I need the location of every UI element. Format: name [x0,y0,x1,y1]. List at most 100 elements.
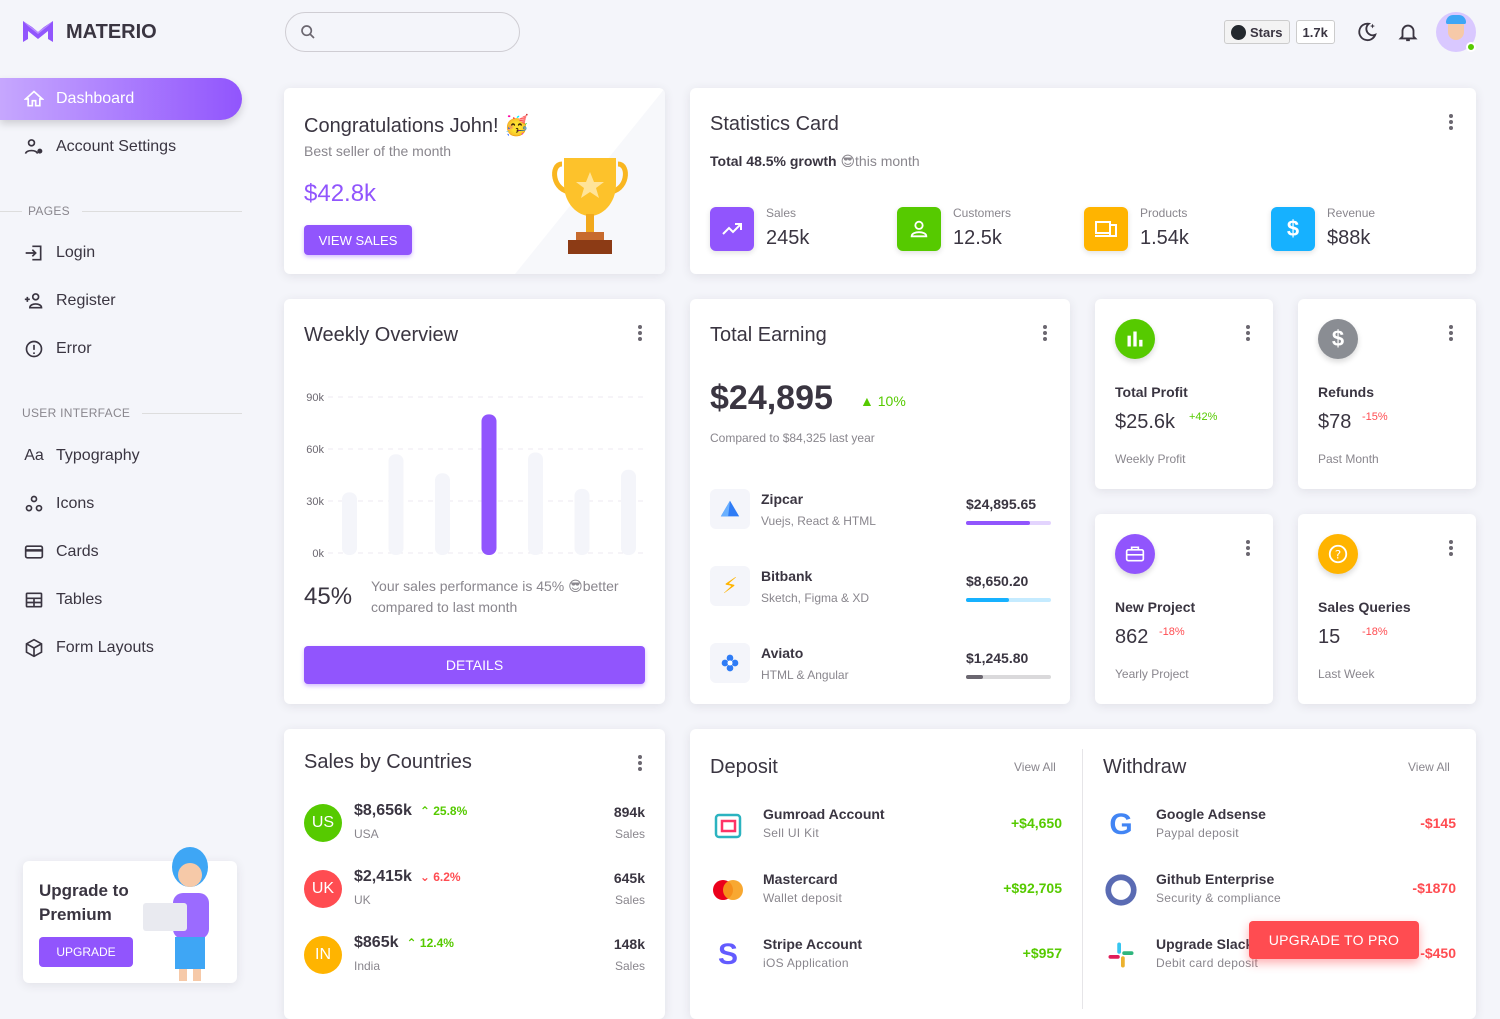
brand-logo[interactable]: MATERIO [22,20,157,44]
search-input[interactable] [285,12,520,52]
details-button[interactable]: DETAILS [304,646,645,684]
withdraw-row-name: Google Adsense [1156,806,1266,822]
google-circles-icon [24,494,44,514]
earning-item-sub: HTML & Angular [761,668,849,682]
sidebar-item-register[interactable]: Register [0,280,242,322]
upgrade-to-pro-button[interactable]: UPGRADE TO PRO [1249,921,1419,959]
stat-card-change: -15% [1362,411,1388,423]
sidebar-item-label: Tables [56,591,103,608]
congrats-subtitle: Best seller of the month [304,143,452,159]
stat-card-title: Refunds [1318,384,1374,400]
sidebar-item-login[interactable]: Login [0,232,242,274]
chevron-down-icon: ⌄ [419,870,430,884]
stat-label: Products [1140,206,1188,220]
stat-card-value: $78 [1318,411,1352,433]
country-sales-label: Sales [614,893,645,907]
github-stars-count[interactable]: 1.7k [1295,20,1335,44]
person-laptop-illustration [143,847,209,981]
poll-icon [1115,319,1155,359]
earning-item-name: Bitbank [761,568,813,584]
earning-change: ▲ 10% [860,393,906,409]
sales-by-countries-card: Sales by Countries US $8,656k ⌃ 25.8% USA… [284,729,665,1019]
stat-card-value: 15 [1318,626,1341,648]
deposit-row-amount: +$92,705 [1003,880,1062,896]
bar-3 [481,414,497,555]
country-avatar: US [304,804,342,842]
country-name: USA [354,827,379,841]
sidebar-item-label: Error [56,340,92,357]
weekly-overview-card: Weekly Overview 90k 60k 30k 0k 45% Your sal… [284,299,665,704]
earning-item-amount: $1,245.80 [966,650,1029,666]
stat-label: Customers [953,206,1012,220]
growth-bold: Total 48.5% growth [710,153,837,169]
more-options-icon[interactable] [1448,540,1454,558]
login-icon [24,243,44,263]
earning-item-sub: Vuejs, React & HTML [761,514,876,528]
section-user-interface: USER INTERFACE [0,406,242,420]
sidebar-item-typography[interactable]: Aa Typography [0,435,242,477]
stat-card-refunds: $ Refunds $78 -15% Past Month [1298,299,1476,489]
upgrade-button[interactable]: UPGRADE [39,937,133,967]
sidebar-item-dashboard[interactable]: Dashboard [0,78,242,120]
more-options-icon[interactable] [637,325,643,343]
more-options-icon[interactable] [637,755,643,773]
deposit-row-name: Stripe Account [763,936,863,952]
country-sales: 894k [613,804,645,820]
upgrade-title: Upgrade to Premium [39,881,129,924]
more-options-icon[interactable] [1448,114,1454,132]
congrats-title: Congratulations John! 🥳 [304,115,530,137]
sidebar-item-label: Form Layouts [56,639,154,656]
country-avatar: UK [304,870,342,908]
stripe-logo-icon: S [717,938,738,971]
zipcar-logo-icon [710,489,750,529]
progress-bar [966,521,1030,525]
theme-toggle-moon-icon[interactable] [1356,21,1378,43]
country-sales-label: Sales [614,959,645,973]
chevron-up-icon: ⌃ [419,804,430,818]
stat-value: 1.54k [1140,227,1189,249]
github-logo-icon [1103,872,1139,908]
more-options-icon[interactable] [1245,325,1251,343]
withdraw-view-all-link[interactable]: View All [1408,760,1450,774]
y-tick-label: 60k [306,444,324,456]
stat-card-sales-queries: ? Sales Queries 15 -18% Last Week [1298,514,1476,704]
home-icon [24,89,44,109]
stat-card-title: New Project [1115,599,1196,615]
withdraw-row-amount: -$450 [1420,945,1456,961]
avatar[interactable] [1436,12,1476,52]
github-stars-widget[interactable]: Stars 1.7k [1224,20,1335,44]
country-avatar: IN [304,936,342,974]
more-options-icon[interactable] [1042,325,1048,343]
sidebar-item-error[interactable]: Error [0,328,242,370]
deposit-withdraw-card: Deposit View All Withdraw View All Gumro… [690,729,1476,1019]
sidebar-item-account-settings[interactable]: Account Settings [0,126,242,168]
sidebar-item-icons[interactable]: Icons [0,483,242,525]
github-stars-button[interactable]: Stars [1224,20,1290,44]
stat-label: Sales [766,206,797,220]
deposit-view-all-link[interactable]: View All [1014,760,1056,774]
progress-bar [966,675,983,679]
search-icon [301,25,315,39]
notification-bell-icon[interactable] [1397,21,1419,43]
progress-bar [966,598,1009,602]
view-sales-button[interactable]: VIEW SALES [304,225,412,255]
deposit-row-name: Mastercard [763,871,838,887]
stat-card-change: +42% [1189,411,1218,423]
country-change: ⌃ 12.4% [407,936,454,950]
trophy-icon [552,158,628,254]
withdraw-row-sub: Paypal deposit [1156,826,1239,840]
more-options-icon[interactable] [1448,325,1454,343]
sidebar-item-tables[interactable]: Tables [0,579,242,621]
country-sales: 645k [613,870,645,886]
y-tick-label: 90k [306,392,324,404]
sidebar-item-label: Login [56,244,96,261]
divider [1082,749,1083,1009]
sidebar-item-cards[interactable]: Cards [0,531,242,573]
section-pages: PAGES [0,204,242,218]
statistics-growth: Total 48.5% growth 😎this month [710,153,920,170]
currency-usd-icon: $ [1271,207,1315,251]
sidebar-item-form-layouts[interactable]: Form Layouts [0,627,242,669]
country-amount: $865k [354,934,399,951]
bar-1 [388,454,404,555]
more-options-icon[interactable] [1245,540,1251,558]
